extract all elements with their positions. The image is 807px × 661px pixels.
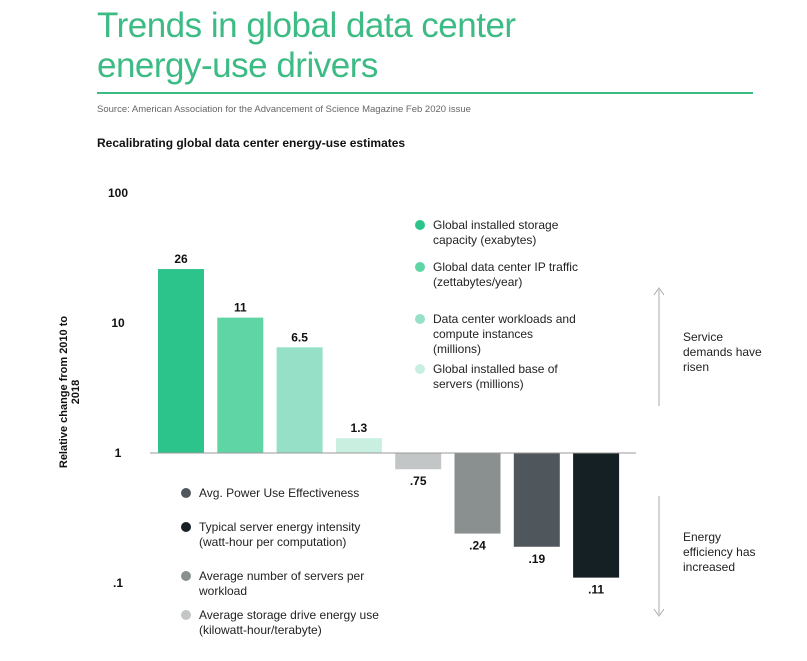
data-label: .19 bbox=[528, 552, 545, 566]
legend-item: Avg. Power Use Effectiveness bbox=[181, 486, 384, 501]
data-label: .75 bbox=[410, 474, 427, 488]
legend-item: Global installed storage capacity (exaby… bbox=[415, 218, 583, 248]
data-label: .24 bbox=[469, 539, 486, 553]
legend-dot-icon bbox=[415, 220, 425, 230]
legend-dot-icon bbox=[415, 262, 425, 272]
data-label: 1.3 bbox=[351, 421, 368, 435]
legend-dot-icon bbox=[181, 522, 191, 532]
legend-dot-icon bbox=[181, 488, 191, 498]
legend-label: Data center workloads and compute instan… bbox=[433, 312, 576, 356]
down-arrowhead-icon bbox=[653, 608, 665, 617]
data-label: .11 bbox=[588, 583, 604, 597]
legend-item: Average storage drive energy use (kilowa… bbox=[181, 608, 384, 638]
bar bbox=[395, 453, 442, 470]
legend-item: Average number of servers per workload bbox=[181, 569, 384, 599]
annotation-service-demands: Service demands have risen bbox=[683, 330, 762, 374]
legend-dot-icon bbox=[415, 364, 425, 374]
bar bbox=[217, 317, 264, 453]
data-label: 6.5 bbox=[291, 330, 308, 344]
data-label: 11 bbox=[234, 301, 247, 315]
legend-dot-icon bbox=[181, 571, 191, 581]
y-tick-label: 1 bbox=[115, 446, 122, 460]
chart-title: Recalibrating global data center energy-… bbox=[97, 136, 406, 150]
up-arrowhead-icon bbox=[653, 287, 665, 296]
legend-label: Global data center IP traffic (zettabyte… bbox=[433, 260, 578, 289]
legend-label: Global installed base of servers (millio… bbox=[433, 362, 558, 391]
legend-item: Global data center IP traffic (zettabyte… bbox=[415, 260, 583, 290]
legend-label: Avg. Power Use Effectiveness bbox=[199, 486, 360, 500]
y-tick-label: 100 bbox=[108, 186, 128, 200]
legend-dot-icon bbox=[181, 610, 191, 620]
bar bbox=[513, 453, 560, 547]
source-note: Source: American Association for the Adv… bbox=[97, 104, 471, 115]
legend-dot-icon bbox=[415, 314, 425, 324]
annotation-energy-efficiency: Energy efficiency has increased bbox=[683, 530, 756, 574]
legend-item: Global installed base of servers (millio… bbox=[415, 362, 583, 392]
title-divider bbox=[97, 92, 753, 94]
legend-label: Average storage drive energy use (kilowa… bbox=[199, 608, 379, 637]
legend-item: Typical server energy intensity (watt-ho… bbox=[181, 520, 384, 550]
y-tick-label: 10 bbox=[111, 316, 125, 330]
legend-label: Typical server energy intensity (watt-ho… bbox=[199, 520, 361, 549]
legend-label: Average number of servers per workload bbox=[199, 569, 365, 598]
bar bbox=[335, 438, 382, 453]
page-title: Trends in global data center energy-use … bbox=[97, 6, 516, 85]
legend-item: Data center workloads and compute instan… bbox=[415, 312, 583, 357]
bar bbox=[276, 347, 323, 453]
bar bbox=[454, 453, 501, 534]
legend-label: Global installed storage capacity (exaby… bbox=[433, 218, 559, 247]
data-label: 26 bbox=[174, 252, 188, 266]
bar bbox=[158, 269, 204, 453]
bar bbox=[573, 453, 620, 578]
y-tick-label: .1 bbox=[113, 576, 123, 590]
